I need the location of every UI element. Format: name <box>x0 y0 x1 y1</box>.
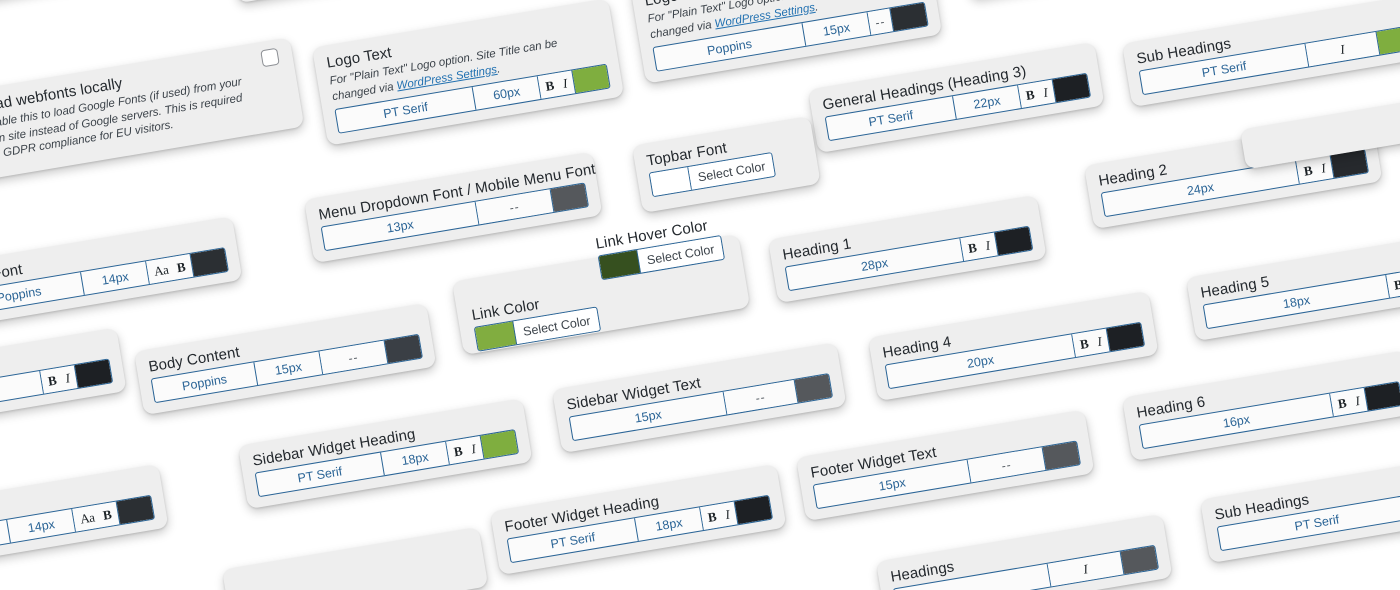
italic-icon[interactable]: I <box>1339 41 1346 58</box>
link-color-group[interactable]: Link Color Select Color <box>470 287 602 356</box>
setting-card-load-webfonts-locally[interactable]: Load webfonts locally Enable this to loa… <box>0 37 305 181</box>
italic-icon[interactable]: I <box>561 75 569 92</box>
italic-icon[interactable]: I <box>64 370 72 386</box>
font-size-input[interactable] <box>0 371 45 425</box>
italic-icon[interactable]: I <box>1042 84 1049 101</box>
typography-card-sidebar-widget-text[interactable]: Sidebar Widget Text 15px -- <box>552 342 847 454</box>
bold-icon[interactable]: B <box>1024 87 1036 104</box>
bold-icon[interactable]: B <box>1392 276 1400 293</box>
typography-card-partial-bottom-left[interactable]: 14px Aa B <box>0 464 169 576</box>
font-style-buttons[interactable]: B I <box>1330 388 1369 417</box>
color-card-link-colors[interactable]: Link Color Select Color Link Hover Color… <box>452 217 751 356</box>
description-text-after: . <box>813 1 820 14</box>
font-style-buttons[interactable]: B I <box>537 70 577 100</box>
typography-card-menu-font[interactable]: Menu Font Poppins 14px Aa B <box>0 216 243 330</box>
color-swatch[interactable] <box>550 183 588 213</box>
bold-icon[interactable]: B <box>1078 336 1090 353</box>
color-swatch[interactable] <box>384 335 422 364</box>
color-swatch[interactable] <box>994 227 1033 256</box>
typography-card-sub-headings-top[interactable]: Sub Headings PT Serif I <box>1122 0 1400 108</box>
font-size-input[interactable]: 60px <box>472 76 542 110</box>
color-swatch[interactable] <box>1376 26 1400 55</box>
color-chip[interactable] <box>474 321 518 351</box>
color-card-topbar-font[interactable]: Topbar Font Select Color <box>632 116 821 214</box>
color-swatch[interactable] <box>1364 382 1400 411</box>
color-swatch[interactable] <box>734 496 772 525</box>
typography-card-heading-1[interactable]: Heading 1 28px B I <box>768 195 1047 304</box>
color-swatch[interactable] <box>1052 74 1090 103</box>
italic-icon[interactable]: I <box>1354 393 1361 409</box>
typography-card-partial-left-heading3[interactable]: 3) B I <box>0 327 127 438</box>
font-style-buttons[interactable]: B I <box>446 436 485 465</box>
typography-card-sub-headings-bottom[interactable]: Sub Headings PT Serif <box>1200 452 1400 564</box>
bold-icon[interactable]: B <box>544 77 556 95</box>
empty-style-icon[interactable]: -- <box>508 199 521 215</box>
text-transform-icon[interactable]: Aa <box>152 262 170 280</box>
text-transform-icon[interactable]: Aa <box>79 509 96 527</box>
italic-icon[interactable]: I <box>1096 333 1103 350</box>
typography-control[interactable]: 8px B I <box>0 0 190 5</box>
empty-style-icon[interactable]: -- <box>347 349 360 366</box>
italic-icon[interactable]: I <box>1082 561 1089 578</box>
font-style-buttons[interactable]: B I <box>1072 328 1111 358</box>
typography-card-sidebar-widget-heading[interactable]: Sidebar Widget Heading PT Serif 18px B I <box>238 398 533 510</box>
typography-card-logo-text[interactable]: Logo Text For "Plain Text" Logo option. … <box>312 0 625 146</box>
typography-card-body-content[interactable]: Body Content Poppins 15px -- <box>134 303 437 416</box>
color-swatch[interactable] <box>1106 323 1145 352</box>
typography-card-footer-widget-heading[interactable]: Footer Widget Heading PT Serif 18px B I <box>490 464 787 576</box>
italic-icon[interactable]: I <box>1320 160 1327 177</box>
font-style-buttons[interactable]: B I <box>700 501 739 531</box>
load-webfonts-checkbox[interactable] <box>260 47 280 68</box>
color-chip[interactable] <box>649 167 693 197</box>
color-swatch[interactable] <box>74 359 113 389</box>
typography-card-heading-5[interactable]: Heading 5 18px B I <box>1186 231 1400 342</box>
typography-card-footer-widget-text[interactable]: Footer Widget Text 15px -- <box>796 409 1095 522</box>
typography-card-logo-tagline[interactable]: Logo Tagline For "Plain Text" Logo optio… <box>630 0 943 84</box>
empty-style-icon[interactable]: -- <box>874 14 887 30</box>
bold-icon[interactable]: B <box>706 509 718 526</box>
font-family-select[interactable] <box>0 0 56 4</box>
font-style-buttons[interactable]: B I <box>960 232 999 262</box>
color-swatch[interactable] <box>190 248 228 277</box>
color-swatch[interactable] <box>890 3 928 32</box>
typography-card-heading-4[interactable]: Heading 4 20px B I <box>868 291 1159 402</box>
color-swatch[interactable] <box>794 374 833 403</box>
empty-style-icon[interactable]: -- <box>754 389 767 406</box>
typography-card-partial-top-center[interactable]: PT Serif <box>228 0 535 4</box>
font-style-buttons[interactable]: B I <box>1018 79 1057 109</box>
bold-icon[interactable]: B <box>175 259 187 276</box>
bold-icon[interactable]: B <box>452 443 464 460</box>
italic-icon[interactable]: I <box>470 441 477 457</box>
font-style-buttons[interactable]: Aa B <box>146 254 195 285</box>
bold-icon[interactable]: B <box>1302 162 1314 179</box>
description-text-after: . <box>495 63 502 76</box>
bold-icon[interactable]: B <box>46 372 58 389</box>
bold-icon[interactable]: B <box>966 240 978 257</box>
font-style-buttons[interactable]: Aa B <box>72 501 121 532</box>
bold-icon[interactable]: B <box>101 506 113 524</box>
typography-card-heading-6[interactable]: Heading 6 16px B I <box>1122 350 1400 462</box>
color-chip[interactable] <box>598 250 642 280</box>
color-swatch[interactable] <box>116 496 154 525</box>
typography-card-edge-partial-a[interactable] <box>222 527 489 590</box>
color-swatch[interactable] <box>572 65 610 94</box>
italic-icon[interactable]: I <box>984 237 992 254</box>
color-swatch[interactable] <box>1120 546 1158 575</box>
italic-icon[interactable]: I <box>724 506 731 523</box>
typography-card-general-headings[interactable]: General Headings (Heading 3) PT Serif 22… <box>808 42 1105 154</box>
color-swatch[interactable] <box>1042 441 1080 471</box>
font-style-buttons[interactable]: B I <box>40 365 79 394</box>
empty-style-icon[interactable]: -- <box>1000 457 1013 473</box>
typography-card-partial-bottom-center[interactable]: Headings I <box>876 514 1173 590</box>
typography-card-partial-top-left[interactable]: 8px B I <box>0 0 204 17</box>
font-size-input[interactable]: 15px <box>802 12 872 47</box>
color-swatch[interactable] <box>480 430 519 459</box>
link-hover-color-group[interactable]: Link Hover Color Select Color <box>594 215 726 284</box>
typography-card-menu-dropdown-font[interactable]: Menu Dropdown Font / Mobile Menu Font 13… <box>304 151 603 264</box>
bold-icon[interactable]: B <box>1336 395 1348 412</box>
